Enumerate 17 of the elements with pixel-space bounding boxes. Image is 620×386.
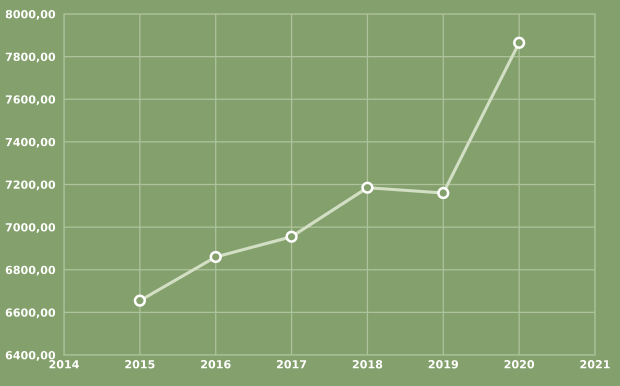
x-tick-label: 2015 — [125, 360, 155, 368]
x-tick-label: 2014 — [49, 360, 79, 368]
x-tick-label: 2021 — [580, 360, 610, 368]
y-tick-label: 7000,00 — [6, 223, 56, 233]
y-tick-label: 7400,00 — [6, 138, 56, 148]
x-tick-label: 2018 — [352, 360, 382, 368]
y-tick-label: 7600,00 — [6, 95, 56, 106]
y-tick-label: 8000,00 — [6, 10, 56, 20]
y-tick-label: 6800,00 — [6, 266, 56, 276]
x-tick-label: 2019 — [428, 360, 458, 368]
x-tick-label: 2016 — [201, 360, 231, 368]
x-tick-label: 2017 — [276, 360, 306, 368]
y-tick-label: 7800,00 — [6, 52, 56, 62]
y-tick-label: 7200,00 — [6, 180, 56, 190]
x-tick-label: 2020 — [504, 360, 534, 368]
y-tick-label: 6600,00 — [6, 308, 56, 318]
y-tick-label: 6400,00 — [6, 350, 56, 361]
